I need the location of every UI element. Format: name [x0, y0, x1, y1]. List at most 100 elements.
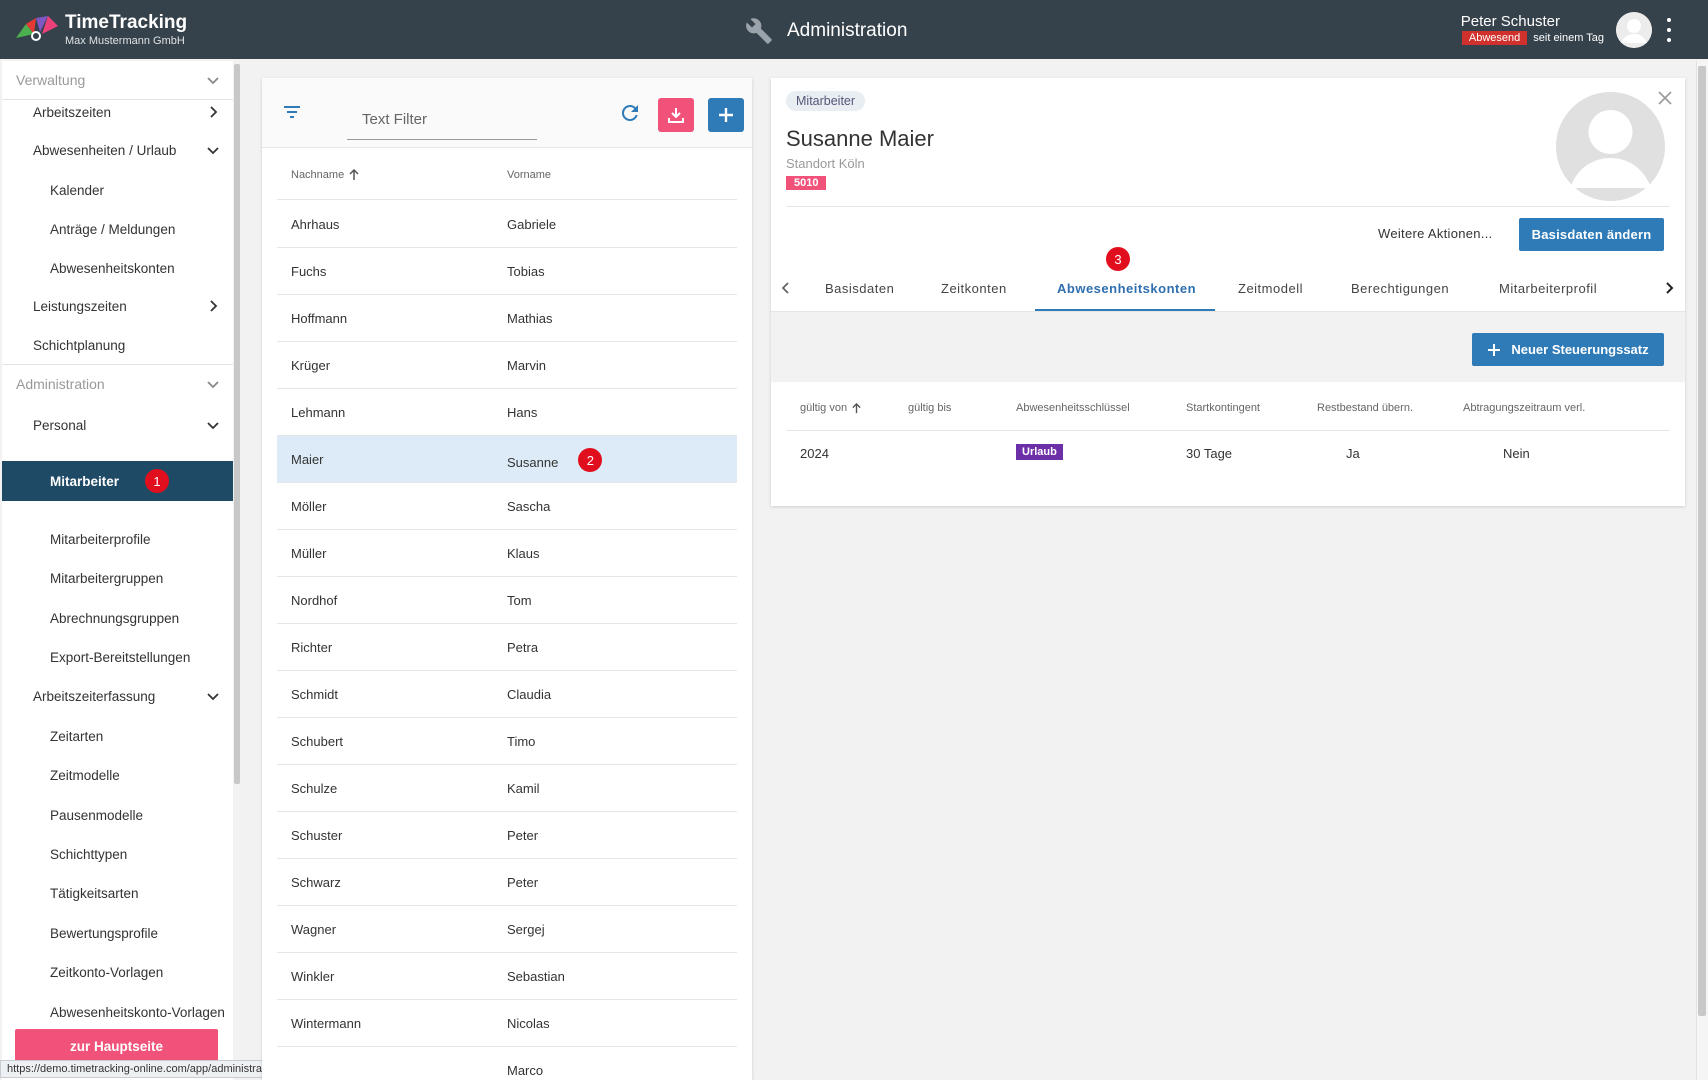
tab-mitarbeiterprofil[interactable]: Mitarbeiterprofil — [1499, 281, 1598, 296]
cell-nachname: Schwarz — [291, 875, 341, 890]
sidebar-item-taetigkeitsarten[interactable]: Tätigkeitsarten — [2, 874, 233, 912]
app-logo-icon[interactable] — [16, 14, 58, 44]
column-header-abtragungszeitraum[interactable]: Abtragungszeitraum verl. — [1463, 402, 1586, 414]
sidebar-item-export[interactable]: Export-Bereitstellungen — [2, 638, 233, 676]
sidebar-item-zeitkonto-vorlagen[interactable]: Zeitkonto-Vorlagen — [2, 953, 233, 991]
plus-icon — [1488, 343, 1501, 356]
sidebar-item-mitarbeiter[interactable]: Mitarbeiter 1 — [2, 461, 233, 501]
sidebar-item-antraege[interactable]: Anträge / Meldungen — [2, 210, 233, 248]
text-filter-input[interactable] — [347, 100, 537, 140]
column-header-schluessel[interactable]: Abwesenheitsschlüssel — [1016, 402, 1130, 414]
sidebar-section-administration[interactable]: Administration — [2, 365, 233, 403]
sidebar-item-mitarbeitergruppen[interactable]: Mitarbeitergruppen — [2, 559, 233, 597]
table-row[interactable]: Richter Petra — [277, 624, 737, 671]
edit-basic-data-button[interactable]: Basisdaten ändern — [1519, 218, 1664, 251]
table-row[interactable]: Wagner Sergej — [277, 906, 737, 953]
sidebar-item-label: Schichttypen — [50, 846, 128, 862]
cell-vorname: Gabriele — [507, 217, 557, 232]
sidebar-item-zeitarten[interactable]: Zeitarten — [2, 717, 233, 755]
status-badge: Abwesend — [1461, 31, 1528, 45]
sidebar-section-verwaltung[interactable]: Verwaltung — [2, 61, 233, 99]
sidebar-item-personal[interactable]: Personal — [2, 406, 233, 444]
sidebar-item-bewertungsprofile[interactable]: Bewertungsprofile — [2, 914, 233, 952]
cell-gueltig-von: 2024 — [800, 446, 829, 461]
close-icon[interactable] — [1657, 90, 1673, 106]
column-header-startkontingent[interactable]: Startkontingent — [1186, 402, 1260, 414]
table-row[interactable]: Müller Klaus — [277, 530, 737, 577]
table-row[interactable]: Schulze Kamil — [277, 765, 737, 812]
table-row[interactable]: Schmidt Claudia — [277, 671, 737, 718]
table-row[interactable]: Ahrhaus Gabriele — [277, 201, 737, 248]
sidebar-item-label: Abwesenheiten / Urlaub — [33, 142, 177, 158]
absence-table-header: gültig von gültig bis Abwesenheitsschlüs… — [786, 383, 1670, 431]
cell-vorname: Petra — [507, 640, 539, 655]
sidebar-item-label: Zeitmodelle — [50, 767, 120, 783]
download-button[interactable] — [658, 98, 694, 132]
tab-abwesenheitskonten[interactable]: Abwesenheitskonten — [1057, 281, 1197, 296]
sidebar-item-pausenmodelle[interactable]: Pausenmodelle — [2, 796, 233, 834]
add-employee-button[interactable] — [708, 98, 744, 132]
sidebar-item-arbeitszeiten[interactable]: Arbeitszeiten — [2, 93, 233, 131]
user-avatar[interactable] — [1616, 12, 1652, 48]
user-name[interactable]: Peter Schuster — [1460, 13, 1560, 30]
user-status: Abwesend seit einem Tag — [1461, 31, 1604, 45]
cell-startkontingent: 30 Tage — [1186, 446, 1233, 461]
sidebar-item-abwesenheiten[interactable]: Abwesenheiten / Urlaub — [2, 131, 233, 169]
filter-icon[interactable] — [282, 103, 302, 121]
table-row[interactable]: Fuchs Tobias — [277, 248, 737, 295]
sidebar-item-leistungszeiten[interactable]: Leistungszeiten — [2, 287, 233, 325]
new-control-record-button[interactable]: Neuer Steuerungssatz — [1472, 333, 1664, 366]
sidebar-item-kalender[interactable]: Kalender — [2, 171, 233, 209]
sidebar-item-schichtplanung[interactable]: Schichtplanung — [2, 326, 233, 364]
table-row[interactable]: Krüger Marvin — [277, 342, 737, 389]
sidebar-item-label: Verwaltung — [16, 72, 86, 88]
table-row[interactable]: 2024 Urlaub 30 Tage Ja Nein — [786, 431, 1670, 477]
table-row[interactable]: Schuster Peter — [277, 812, 737, 859]
column-header-gueltig-bis[interactable]: gültig bis — [908, 402, 952, 414]
sidebar-item-label: Mitarbeiterprofile — [50, 531, 151, 547]
sidebar-item-label: Administration — [16, 376, 105, 392]
table-row[interactable]: Möller Sascha — [277, 483, 737, 530]
chevron-right-icon[interactable] — [1660, 279, 1678, 297]
table-row[interactable]: Winkler Sebastian — [277, 953, 737, 1000]
sidebar-item-abwesenheitskonten[interactable]: Abwesenheitskonten — [2, 249, 233, 287]
sidebar-item-arbeitszeiterfassung[interactable]: Arbeitszeiterfassung — [2, 677, 233, 715]
tab-basisdaten[interactable]: Basisdaten — [825, 281, 895, 296]
sidebar-item-label: Personal — [33, 417, 87, 433]
tab-zeitkonten[interactable]: Zeitkonten — [941, 281, 1007, 296]
table-row[interactable]: Marco — [277, 1047, 737, 1080]
tab-berechtigungen[interactable]: Berechtigungen — [1351, 281, 1450, 296]
table-row[interactable]: Schwarz Peter — [277, 859, 737, 906]
sidebar-item-zeitmodelle[interactable]: Zeitmodelle — [2, 756, 233, 794]
chevron-left-icon[interactable] — [777, 279, 795, 297]
more-menu-icon[interactable] — [1664, 18, 1674, 42]
tab-zeitmodell[interactable]: Zeitmodell — [1238, 281, 1303, 296]
column-header-nachname[interactable]: Nachname — [291, 169, 360, 181]
sidebar-item-schichttypen[interactable]: Schichttypen — [2, 835, 233, 873]
sidebar-item-abwesenheitskonto-vorlagen[interactable]: Abwesenheitskonto-Vorlagen — [2, 993, 233, 1031]
cell-vorname: Sergej — [507, 922, 545, 937]
cell-vorname: Claudia — [507, 687, 552, 702]
column-header-gueltig-von[interactable]: gültig von — [800, 402, 862, 414]
top-bar: TimeTracking Max Mustermann GmbH Adminis… — [0, 0, 1708, 59]
table-row[interactable]: Hoffmann Mathias — [277, 295, 737, 342]
table-row-selected[interactable]: Maier Susanne 2 — [277, 436, 737, 483]
sidebar-item-label: Abwesenheitskonten — [50, 260, 175, 276]
column-header-restbestand[interactable]: Restbestand übern. — [1317, 402, 1414, 414]
column-header-vorname[interactable]: Vorname — [507, 169, 552, 181]
sidebar-item-abrechnungsgruppen[interactable]: Abrechnungsgruppen — [2, 599, 233, 637]
home-button[interactable]: zur Hauptseite — [15, 1029, 218, 1063]
page-scrollbar-thumb[interactable] — [1698, 66, 1706, 1016]
refresh-icon[interactable] — [618, 101, 642, 125]
divider — [786, 206, 1670, 207]
sidebar-item-mitarbeiterprofile[interactable]: Mitarbeiterprofile — [2, 520, 233, 558]
sidebar-item-label: Anträge / Meldungen — [50, 221, 176, 237]
table-row[interactable]: Lehmann Hans — [277, 389, 737, 436]
more-actions-button[interactable]: Weitere Aktionen... — [1378, 226, 1493, 241]
cell-nachname: Schulze — [291, 781, 338, 796]
sidebar-scrollbar-thumb[interactable] — [234, 64, 240, 784]
table-row[interactable]: Wintermann Nicolas — [277, 1000, 737, 1047]
table-row[interactable]: Nordhof Tom — [277, 577, 737, 624]
table-row[interactable]: Schubert Timo — [277, 718, 737, 765]
cell-restbestand: Ja — [1346, 446, 1360, 461]
